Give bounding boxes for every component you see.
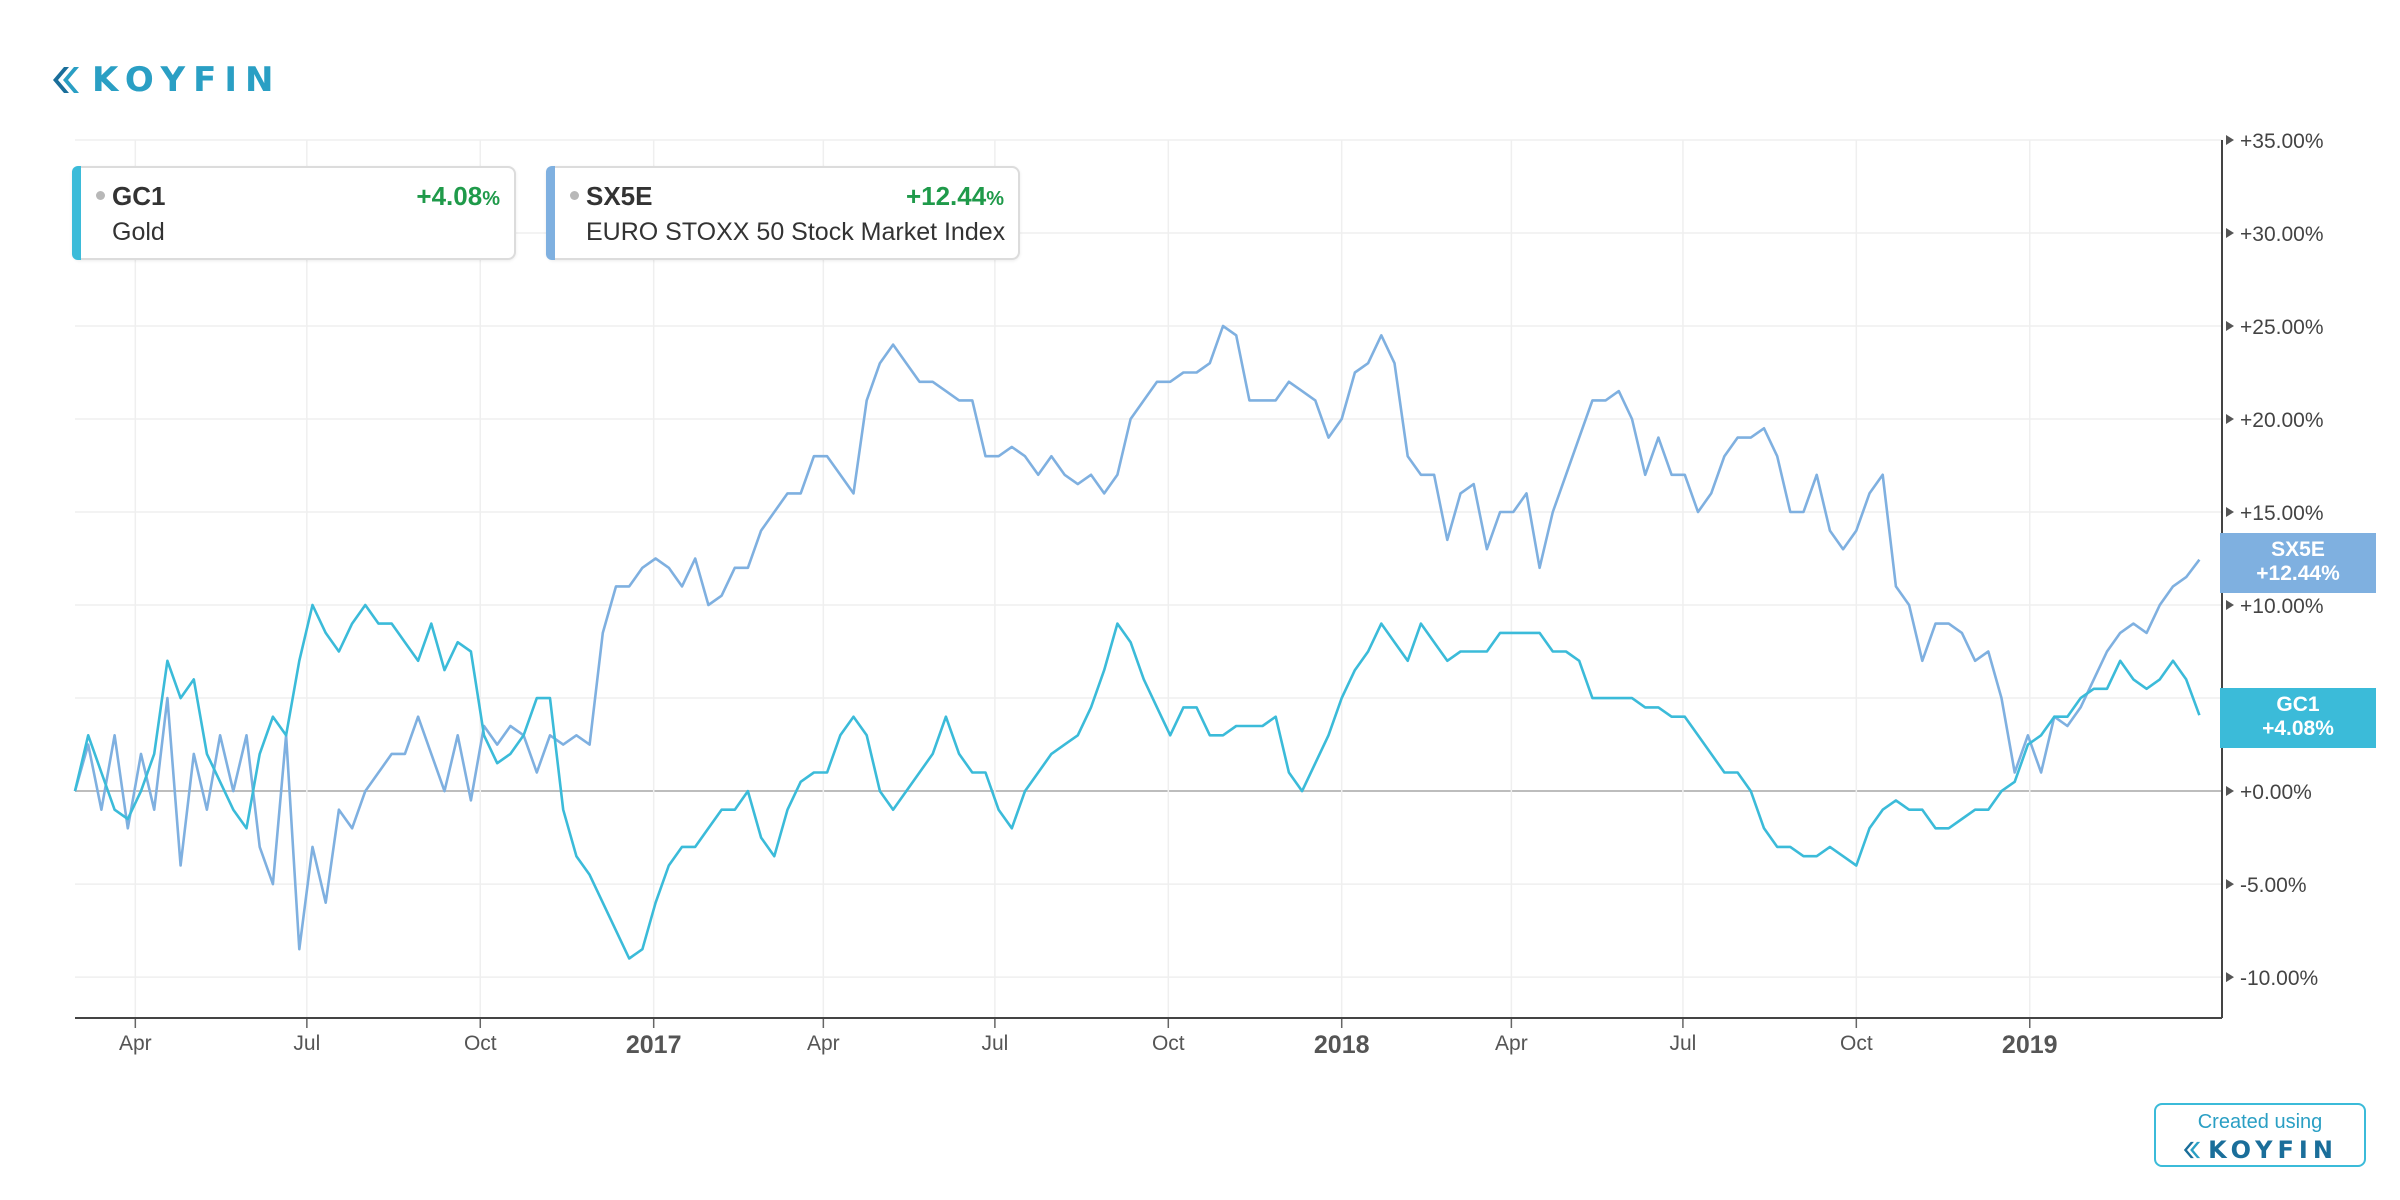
- badge-value: +12.44%: [2256, 562, 2340, 585]
- x-tick-label: 2018: [1314, 1031, 1370, 1059]
- y-tick-label: +10.00%: [2240, 595, 2324, 618]
- koyfin-logo[interactable]: KOYFIN: [50, 60, 281, 100]
- legend-change: +4.08%: [416, 181, 500, 211]
- y-tick-marker: [2226, 786, 2234, 797]
- y-tick-marker: [2226, 507, 2234, 518]
- created-using-koyfin-badge[interactable]: Created using KOYFIN: [2154, 1103, 2366, 1167]
- koyfin-logo-text: KOYFIN: [92, 60, 282, 100]
- y-tick-label: +35.00%: [2240, 130, 2324, 153]
- y-tick-marker: [2226, 879, 2234, 890]
- x-tick-label: Oct: [1152, 1032, 1185, 1055]
- x-tick-label: Oct: [1840, 1032, 1873, 1055]
- y-tick-label: +15.00%: [2240, 502, 2324, 525]
- badge-ticker: GC1: [2276, 693, 2320, 716]
- badge-value: +4.08%: [2262, 717, 2334, 740]
- x-tick-label: Oct: [464, 1032, 497, 1055]
- x-tick-label: Jul: [1669, 1032, 1696, 1055]
- legend-dot: [96, 191, 105, 200]
- x-tick-label: 2017: [626, 1031, 682, 1059]
- koyfin-logo-icon: [53, 67, 79, 93]
- y-tick-marker: [2226, 135, 2234, 145]
- koyfin-logo-icon: [2183, 1141, 2201, 1159]
- y-tick-label: +25.00%: [2240, 316, 2324, 339]
- legend-change: +12.44%: [905, 181, 1004, 211]
- badge-ticker: SX5E: [2271, 538, 2325, 561]
- series-lines: [73, 324, 2201, 960]
- y-tick-label: -5.00%: [2240, 874, 2307, 897]
- koyfin-logo-text: KOYFIN: [2208, 1136, 2338, 1164]
- y-tick-label: -10.00%: [2240, 967, 2318, 990]
- y-tick-marker: [2226, 321, 2234, 332]
- x-tick-label: Apr: [119, 1032, 152, 1055]
- x-tick-label: Apr: [1495, 1032, 1528, 1055]
- legend-card-sx5e[interactable]: SX5E EURO STOXX 50 Stock Market Index +1…: [546, 166, 1020, 260]
- y-tick-marker: [2226, 600, 2234, 611]
- last-value-badge-sx5e: SX5E +12.44%: [2220, 533, 2376, 593]
- created-using-text: Created using: [2197, 1111, 2323, 1133]
- last-value-badge-gc1: GC1 +4.08%: [2220, 688, 2376, 748]
- x-tick-label: Jul: [981, 1032, 1008, 1055]
- legend-name: Gold: [112, 218, 165, 246]
- series-line-gc1: [73, 603, 2201, 960]
- legend-color-bar: [546, 166, 555, 260]
- grid-lines: [75, 139, 2222, 1018]
- legend-ticker: GC1: [112, 181, 166, 211]
- y-tick-marker: [2226, 414, 2234, 425]
- legend-color-bar: [72, 166, 81, 260]
- legend-ticker: SX5E: [586, 181, 653, 211]
- y-tick-marker: [2226, 972, 2234, 983]
- x-tick-label: Jul: [293, 1032, 320, 1055]
- axes: +35.00% +30.00% +25.00% +20.00% +15.00% +10.0…: [75, 130, 2324, 1059]
- x-tick-label: Apr: [807, 1032, 840, 1055]
- y-tick-marker: [2226, 228, 2234, 239]
- y-tick-label: +30.00%: [2240, 223, 2324, 246]
- x-tick-label: 2019: [2002, 1031, 2058, 1059]
- y-tick-label: +20.00%: [2240, 409, 2324, 432]
- legend-card-gc1[interactable]: GC1 Gold +4.08%: [72, 166, 516, 260]
- series-line-sx5e: [73, 324, 2201, 951]
- legend-name: EURO STOXX 50 Stock Market Index: [586, 218, 1006, 246]
- y-tick-label: +0.00%: [2240, 781, 2312, 804]
- legend-dot: [570, 191, 579, 200]
- created-using-logo: KOYFIN: [2156, 1136, 2364, 1164]
